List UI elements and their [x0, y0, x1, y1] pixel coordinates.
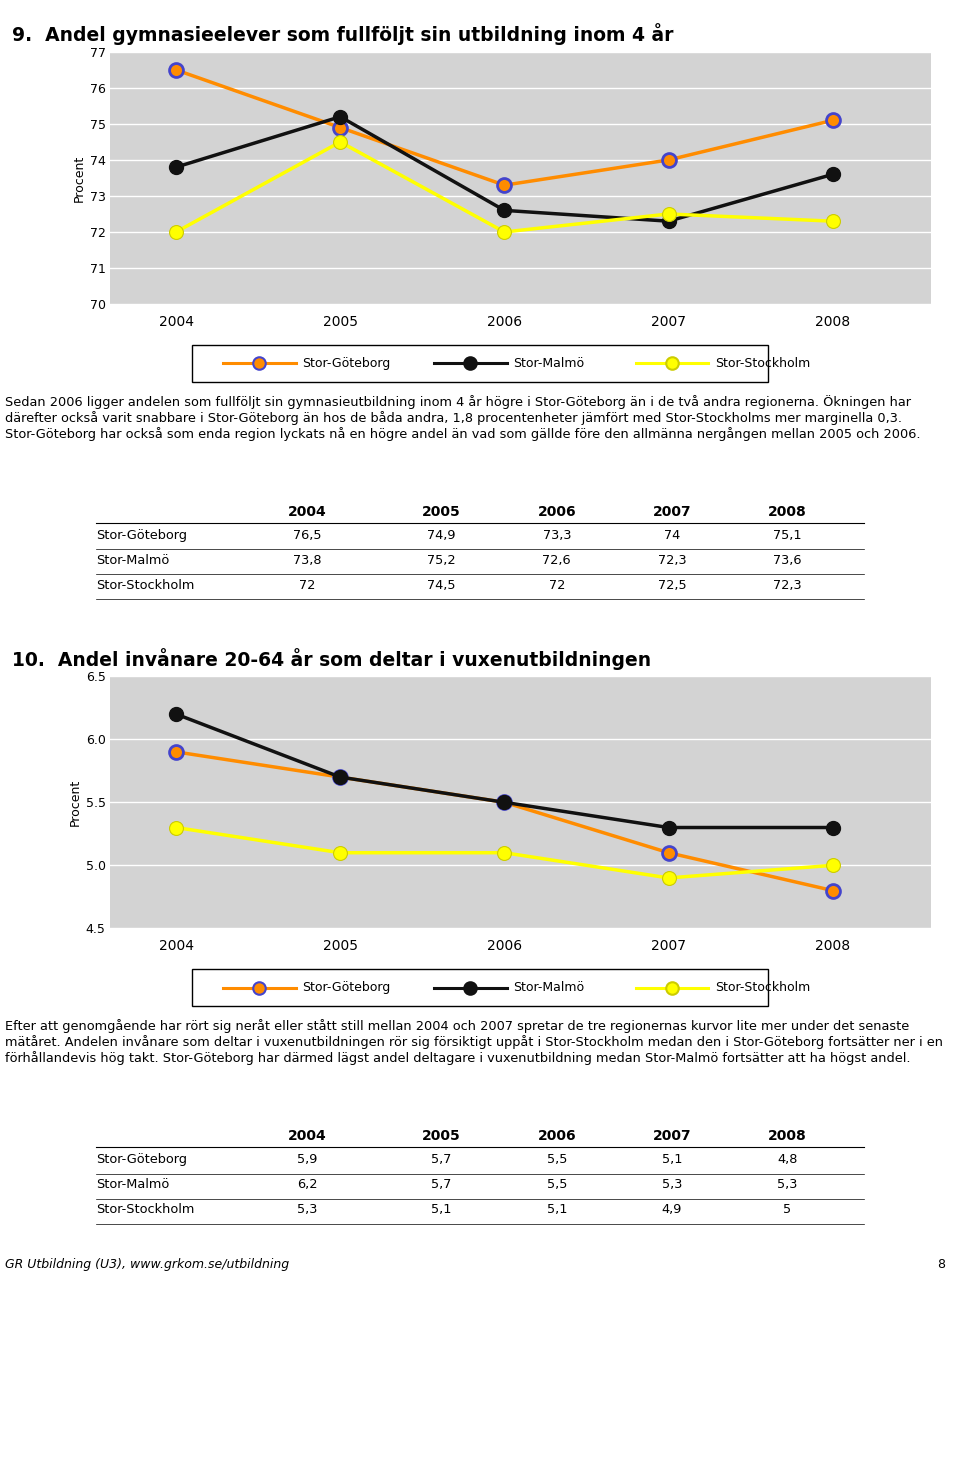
Text: Stor-Stockholm: Stor-Stockholm — [96, 1203, 194, 1216]
Text: 74: 74 — [664, 529, 680, 543]
Text: 2005: 2005 — [323, 940, 358, 954]
Text: Stor-Malmö: Stor-Malmö — [96, 555, 169, 567]
Text: 2006: 2006 — [538, 504, 576, 519]
Text: 2007: 2007 — [653, 504, 691, 519]
Text: 2007: 2007 — [651, 316, 686, 329]
Text: 5: 5 — [783, 1203, 791, 1216]
Text: Stor-Göteborg: Stor-Göteborg — [96, 1154, 187, 1167]
Text: 6,2: 6,2 — [297, 1179, 318, 1191]
Text: GR Utbildning (U3), www.grkom.se/utbildning: GR Utbildning (U3), www.grkom.se/utbildn… — [5, 1259, 289, 1271]
Text: 5,1: 5,1 — [431, 1203, 452, 1216]
Text: Stor-Malmö: Stor-Malmö — [96, 1179, 169, 1191]
Text: 72: 72 — [299, 578, 316, 592]
Text: Stor-Stockholm: Stor-Stockholm — [96, 578, 194, 592]
Text: 5,5: 5,5 — [546, 1154, 567, 1167]
Text: 2008: 2008 — [815, 316, 851, 329]
Text: 10.  Andel invånare 20-64 år som deltar i vuxenutbildningen: 10. Andel invånare 20-64 år som deltar i… — [12, 648, 651, 670]
Text: 5,3: 5,3 — [661, 1179, 683, 1191]
Text: 72,5: 72,5 — [658, 578, 686, 592]
Text: 2008: 2008 — [768, 504, 806, 519]
Text: 8: 8 — [938, 1259, 946, 1271]
Text: 9.  Andel gymnasieelever som fullföljt sin utbildning inom 4 år: 9. Andel gymnasieelever som fullföljt si… — [12, 24, 673, 44]
Text: 5,3: 5,3 — [297, 1203, 318, 1216]
Text: 2007: 2007 — [653, 1129, 691, 1143]
Text: 73,3: 73,3 — [542, 529, 571, 543]
Text: Stor-Göteborg: Stor-Göteborg — [302, 982, 391, 994]
Text: 2008: 2008 — [815, 940, 851, 954]
Text: 76,5: 76,5 — [293, 529, 322, 543]
Text: 5,7: 5,7 — [431, 1179, 452, 1191]
Text: 2004: 2004 — [288, 1129, 326, 1143]
Text: 72,3: 72,3 — [658, 555, 686, 567]
Text: 2006: 2006 — [487, 316, 522, 329]
Text: Stor-Malmö: Stor-Malmö — [514, 982, 585, 994]
FancyBboxPatch shape — [192, 968, 768, 1007]
Text: 74,9: 74,9 — [427, 529, 456, 543]
Text: Stor-Stockholm: Stor-Stockholm — [715, 357, 810, 369]
Text: Efter att genomgående har rört sig neråt eller stått still mellan 2004 och 2007 : Efter att genomgående har rört sig neråt… — [5, 1019, 943, 1065]
Text: 2004: 2004 — [158, 940, 194, 954]
Text: Stor-Göteborg: Stor-Göteborg — [96, 529, 187, 543]
Text: 2007: 2007 — [651, 940, 686, 954]
Text: 4,9: 4,9 — [661, 1203, 683, 1216]
Text: 2005: 2005 — [422, 504, 461, 519]
Text: 72,3: 72,3 — [773, 578, 802, 592]
Text: 75,2: 75,2 — [427, 555, 456, 567]
Text: 2006: 2006 — [487, 940, 522, 954]
Text: 2006: 2006 — [538, 1129, 576, 1143]
Text: Stor-Malmö: Stor-Malmö — [514, 357, 585, 369]
Text: 5,3: 5,3 — [777, 1179, 798, 1191]
Text: 72,6: 72,6 — [542, 555, 571, 567]
Text: 4,8: 4,8 — [777, 1154, 798, 1167]
Text: 5,7: 5,7 — [431, 1154, 452, 1167]
Text: Sedan 2006 ligger andelen som fullföljt sin gymnasieutbildning inom 4 år högre i: Sedan 2006 ligger andelen som fullföljt … — [5, 394, 921, 440]
Y-axis label: Procent: Procent — [68, 779, 82, 826]
Text: 2008: 2008 — [768, 1129, 806, 1143]
Text: 74,5: 74,5 — [427, 578, 456, 592]
Y-axis label: Procent: Procent — [72, 154, 85, 202]
Text: 75,1: 75,1 — [773, 529, 802, 543]
Text: 5,1: 5,1 — [546, 1203, 567, 1216]
Text: 2004: 2004 — [158, 316, 194, 329]
Text: 2005: 2005 — [422, 1129, 461, 1143]
Text: 72: 72 — [548, 578, 565, 592]
Text: 2005: 2005 — [323, 316, 358, 329]
Text: 5,9: 5,9 — [297, 1154, 318, 1167]
Text: 5,5: 5,5 — [546, 1179, 567, 1191]
Text: 5,1: 5,1 — [661, 1154, 683, 1167]
FancyBboxPatch shape — [192, 344, 768, 383]
Text: Stor-Stockholm: Stor-Stockholm — [715, 982, 810, 994]
Text: Stor-Göteborg: Stor-Göteborg — [302, 357, 391, 369]
Text: 73,6: 73,6 — [773, 555, 802, 567]
Text: 73,8: 73,8 — [293, 555, 322, 567]
Text: 2004: 2004 — [288, 504, 326, 519]
